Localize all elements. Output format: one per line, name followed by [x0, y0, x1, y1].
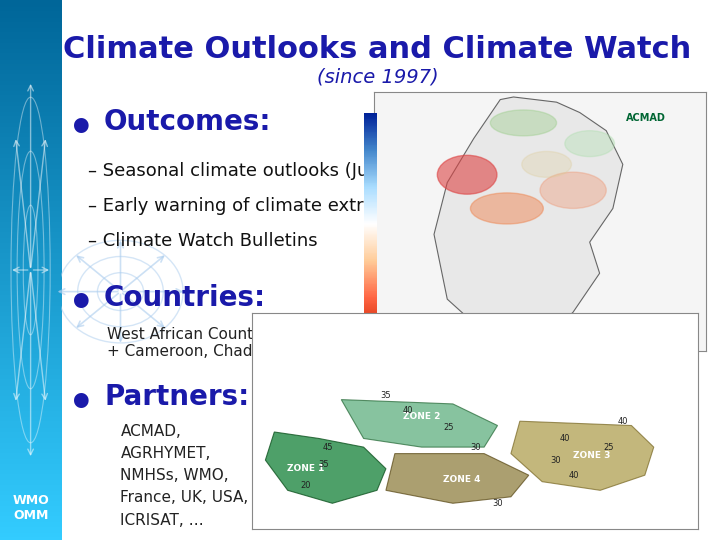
Text: 40: 40	[559, 434, 570, 443]
Text: •: •	[68, 383, 94, 426]
Text: 30: 30	[470, 443, 480, 451]
Text: 40: 40	[568, 471, 579, 480]
Text: •: •	[68, 108, 94, 150]
Text: – Early warning of climate extremes: – Early warning of climate extremes	[88, 197, 412, 215]
Text: Climate Outlooks and Climate Watch: Climate Outlooks and Climate Watch	[63, 35, 691, 64]
Text: Countries:: Countries:	[104, 284, 266, 312]
Polygon shape	[386, 454, 528, 503]
Text: 25: 25	[444, 423, 454, 432]
Text: ZONE 2: ZONE 2	[403, 413, 441, 421]
Text: – Seasonal climate outlooks (July-September): – Seasonal climate outlooks (July-Septem…	[88, 162, 497, 180]
Text: 30: 30	[492, 499, 503, 508]
Text: ZONE 4: ZONE 4	[443, 475, 480, 484]
Text: 35: 35	[318, 460, 329, 469]
Ellipse shape	[565, 131, 615, 157]
Ellipse shape	[437, 156, 497, 194]
Polygon shape	[266, 432, 386, 503]
Ellipse shape	[522, 151, 572, 177]
Text: Outcomes:: Outcomes:	[104, 108, 271, 136]
Text: 40: 40	[617, 417, 628, 426]
Text: ZONE 3: ZONE 3	[572, 451, 610, 460]
Text: 20: 20	[300, 482, 311, 490]
Ellipse shape	[470, 193, 544, 224]
Text: ACMAD: ACMAD	[626, 112, 666, 123]
Ellipse shape	[540, 172, 606, 208]
Text: West African Countries
+ Cameroon, Chad: West African Countries + Cameroon, Chad	[107, 327, 282, 359]
Polygon shape	[434, 97, 623, 346]
Text: WMO
OMM: WMO OMM	[12, 494, 49, 522]
Text: 40: 40	[403, 406, 413, 415]
Text: •: •	[68, 284, 94, 326]
Text: 25: 25	[604, 443, 614, 451]
Text: 30: 30	[550, 456, 561, 464]
Polygon shape	[341, 400, 498, 447]
Text: 45: 45	[323, 443, 333, 451]
Ellipse shape	[490, 110, 557, 136]
Text: – Climate Watch Bulletins: – Climate Watch Bulletins	[88, 232, 318, 250]
Text: Partners:: Partners:	[104, 383, 249, 411]
Text: (since 1997): (since 1997)	[317, 68, 438, 86]
Text: 35: 35	[381, 391, 391, 400]
Polygon shape	[511, 421, 654, 490]
Text: ZONE 1: ZONE 1	[287, 464, 324, 473]
Text: ACMAD,
AGRHYMET,
NMHSs, WMO,
France, UK, USA,
ICRISAT, …: ACMAD, AGRHYMET, NMHSs, WMO, France, UK,…	[120, 424, 248, 528]
